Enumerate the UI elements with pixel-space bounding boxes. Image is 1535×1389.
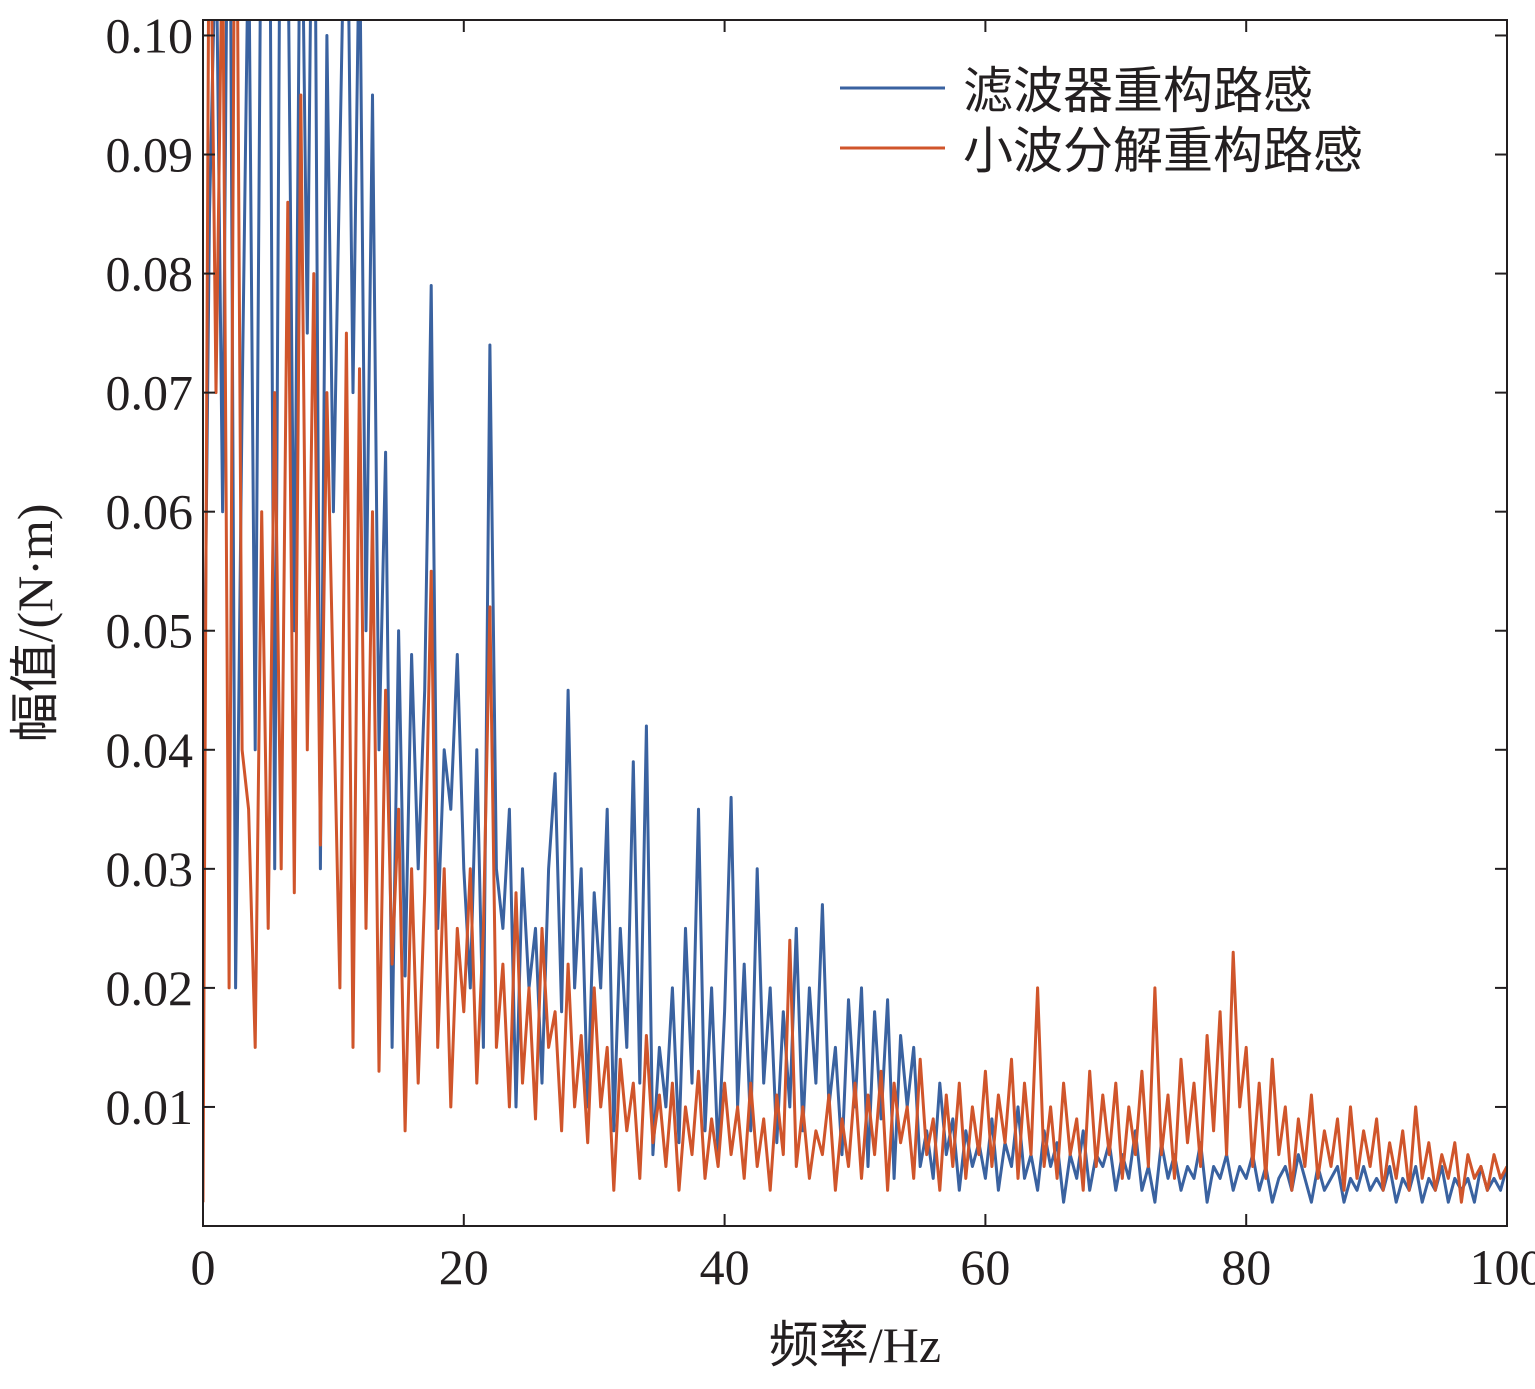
y-tick-label: 0.06 bbox=[106, 484, 194, 540]
y-tick-label: 0.03 bbox=[106, 841, 194, 897]
x-tick-label: 100 bbox=[1470, 1239, 1535, 1295]
series-line-0 bbox=[203, 20, 1507, 1204]
y-tick-label: 0.01 bbox=[106, 1079, 194, 1135]
x-tick-label: 80 bbox=[1221, 1239, 1271, 1295]
plot-frame bbox=[202, 19, 1508, 1227]
y-tick-label: 0.05 bbox=[106, 603, 194, 659]
y-tick-label: 0.09 bbox=[106, 127, 194, 183]
y-tick-label: 0.02 bbox=[106, 960, 194, 1016]
legend-label-filter: 滤波器重构路感 bbox=[963, 63, 1313, 119]
x-tick-label: 0 bbox=[191, 1239, 216, 1295]
x-tick-label: 60 bbox=[960, 1239, 1010, 1295]
x-axis-label: 频率/Hz bbox=[769, 1317, 941, 1373]
y-tick-label: 0.07 bbox=[106, 365, 194, 421]
series-line-1 bbox=[203, 20, 1507, 1204]
x-tick-label: 20 bbox=[439, 1239, 489, 1295]
legend-label-wavelet: 小波分解重构路感 bbox=[963, 123, 1363, 179]
tick-layer: 0 20 40 60 80 100 0.01 0.02 0.03 0.04 0.05 0.06 0.07… bbox=[106, 7, 1535, 1295]
y-tick-label: 0.08 bbox=[106, 246, 194, 302]
x-tick-label: 40 bbox=[700, 1239, 750, 1295]
series-layer bbox=[203, 20, 1507, 1204]
y-tick-label: 0.04 bbox=[106, 722, 194, 778]
y-axis-label: 幅值/(N·m) bbox=[7, 504, 63, 743]
legend: 滤波器重构路感 小波分解重构路感 bbox=[840, 63, 1363, 179]
y-tick-label: 0.10 bbox=[106, 7, 194, 63]
